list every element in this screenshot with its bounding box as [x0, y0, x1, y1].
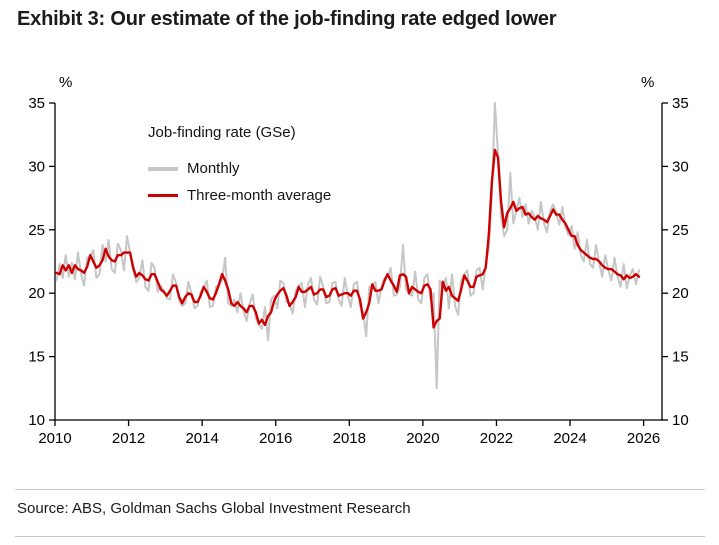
divider-above-source [15, 489, 705, 490]
legend-heading: Job-finding rate (GSe) [148, 124, 296, 141]
x-axis-tick-label: 2020 [406, 430, 439, 447]
exhibit-title: Exhibit 3: Our estimate of the job-findi… [17, 8, 557, 30]
y-axis-tick-label-right: 35 [672, 95, 689, 112]
right-axis-unit-label: % [641, 74, 655, 91]
x-axis-tick-label: 2016 [259, 430, 292, 447]
monthly-line-swatch [148, 166, 178, 171]
x-axis-tick-label: 2018 [333, 430, 366, 447]
y-axis-tick-label-left: 35 [28, 95, 45, 112]
y-axis-tick-label-right: 25 [672, 222, 689, 239]
legend-label-monthly: Monthly [187, 160, 240, 177]
y-axis-tick-label-left: 10 [28, 412, 45, 429]
source-note: Source: ABS, Goldman Sachs Global Invest… [17, 500, 411, 517]
x-axis-tick-label: 2010 [38, 430, 71, 447]
y-axis-tick-label-left: 15 [28, 349, 45, 366]
series-line-monthly [55, 102, 640, 390]
chart-legend: Job-finding rate (GSe) Monthly Three-mon… [148, 124, 331, 209]
left-axis-unit-label: % [59, 74, 73, 91]
y-axis-tick-label-right: 30 [672, 158, 689, 175]
y-axis-tick-label-right: 20 [672, 285, 689, 302]
y-axis-tick-label-left: 25 [28, 222, 45, 239]
legend-item-three-month-average: Three-month average [148, 182, 331, 209]
legend-label-three-month-average: Three-month average [187, 187, 332, 204]
x-axis-tick-label: 2026 [627, 430, 660, 447]
x-axis-tick-label: 2024 [553, 430, 586, 447]
x-axis-tick-label: 2022 [480, 430, 513, 447]
y-axis-tick-label-left: 20 [28, 285, 45, 302]
divider-bottom [15, 536, 705, 537]
three-month-average-line-swatch [148, 194, 178, 197]
y-axis-tick-label-left: 30 [28, 158, 45, 175]
legend-item-monthly: Monthly [148, 155, 331, 182]
x-axis-tick-label: 2014 [185, 430, 218, 447]
y-axis-tick-label-right: 15 [672, 349, 689, 366]
y-axis-tick-label-right: 10 [672, 412, 689, 429]
series-line-three-month-average [55, 148, 641, 329]
x-axis-tick-label: 2012 [112, 430, 145, 447]
